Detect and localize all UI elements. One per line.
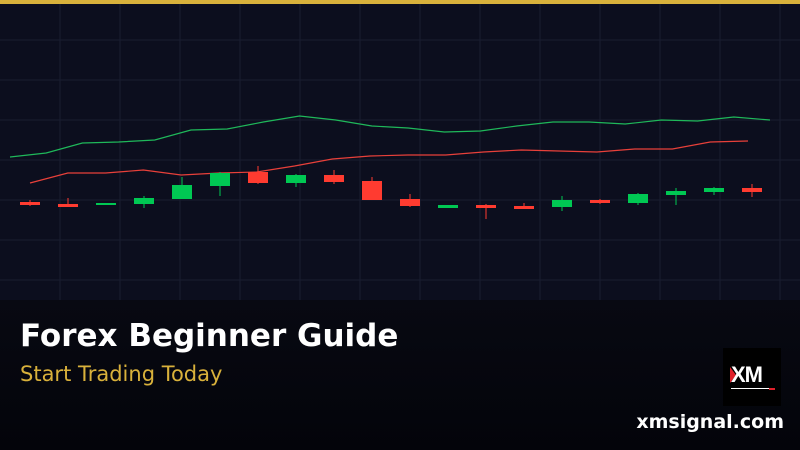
logo-triangle-icon — [730, 367, 736, 383]
candle-body — [742, 188, 762, 192]
candle-body — [324, 175, 344, 182]
candle-body — [362, 181, 382, 200]
candle-body — [134, 198, 154, 204]
candle-body — [438, 205, 458, 208]
banner-footer — [0, 300, 800, 450]
candle-body — [210, 173, 230, 186]
upper-band-line — [9, 115, 771, 158]
candle-body — [552, 200, 572, 207]
candle-body — [58, 204, 78, 207]
candle-body — [628, 194, 648, 203]
candle-body — [286, 175, 306, 183]
logo-underline — [731, 388, 771, 389]
lower-band-line — [29, 140, 749, 184]
site-url[interactable]: xmsignal.com — [636, 411, 784, 433]
candle-body — [400, 199, 420, 206]
candle-body — [96, 203, 116, 205]
xm-logo: XM — [723, 348, 781, 406]
candle-body — [248, 172, 268, 183]
candle-body — [704, 188, 724, 192]
logo-text: XM — [731, 362, 763, 387]
candle-body — [20, 202, 40, 205]
banner-subtitle: Start Trading Today — [20, 362, 223, 386]
candle-body — [666, 191, 686, 195]
accent-top-bar — [0, 0, 800, 4]
banner-title: Forex Beginner Guide — [20, 318, 399, 354]
logo-underline-accent — [769, 388, 775, 390]
candle-body — [514, 206, 534, 209]
candlestick-chart — [0, 4, 800, 300]
candle-body — [590, 200, 610, 203]
candle-body — [476, 205, 496, 208]
candle-body — [172, 185, 192, 199]
